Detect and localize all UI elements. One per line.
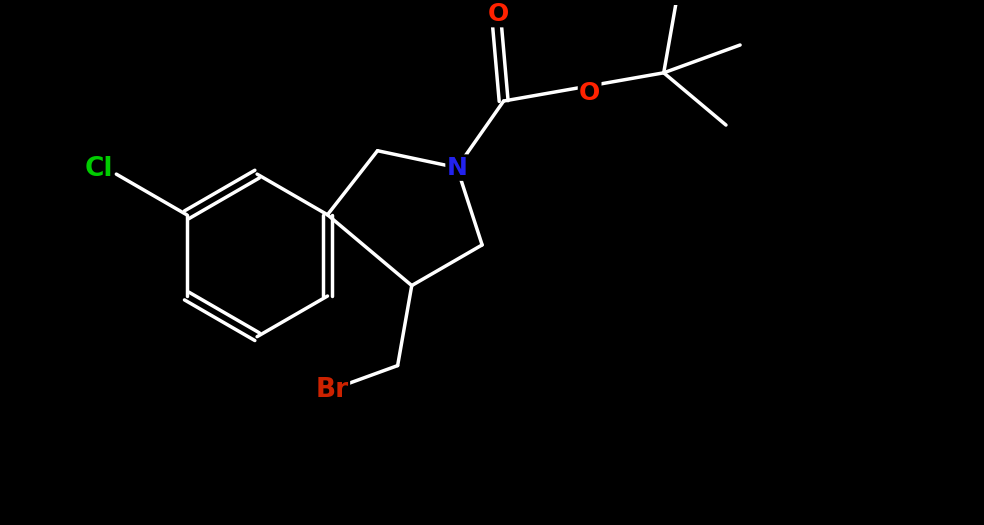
Text: Br: Br — [316, 377, 349, 403]
Text: Cl: Cl — [85, 156, 113, 182]
Text: O: O — [488, 2, 509, 26]
Text: O: O — [579, 81, 600, 105]
Text: N: N — [447, 155, 467, 180]
